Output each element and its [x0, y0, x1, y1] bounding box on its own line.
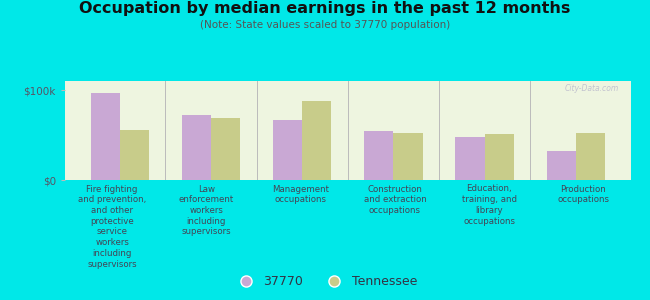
Text: (Note: State values scaled to 37770 population): (Note: State values scaled to 37770 popu… [200, 20, 450, 29]
Bar [576, 133, 605, 180]
Text: Construction
and extraction
occupations: Construction and extraction occupations [363, 184, 426, 215]
Bar [302, 101, 332, 180]
Bar [484, 134, 514, 180]
Bar [120, 130, 149, 180]
Bar [211, 118, 240, 180]
Text: City-Data.com: City-Data.com [565, 84, 619, 93]
Legend: 37770, Tennessee: 37770, Tennessee [231, 273, 419, 291]
Bar [90, 93, 120, 180]
Bar [182, 115, 211, 180]
Bar [456, 137, 484, 180]
Bar [393, 133, 422, 180]
Text: Production
occupations: Production occupations [558, 184, 610, 204]
Text: Law
enforcement
workers
including
supervisors: Law enforcement workers including superv… [179, 184, 234, 236]
Bar [364, 130, 393, 180]
Text: Education,
training, and
library
occupations: Education, training, and library occupat… [462, 184, 517, 226]
Bar [273, 120, 302, 180]
Text: Occupation by median earnings in the past 12 months: Occupation by median earnings in the pas… [79, 2, 571, 16]
Text: Management
occupations: Management occupations [272, 184, 329, 204]
Bar [547, 151, 576, 180]
Text: Fire fighting
and prevention,
and other
protective
service
workers
including
sup: Fire fighting and prevention, and other … [78, 184, 146, 269]
